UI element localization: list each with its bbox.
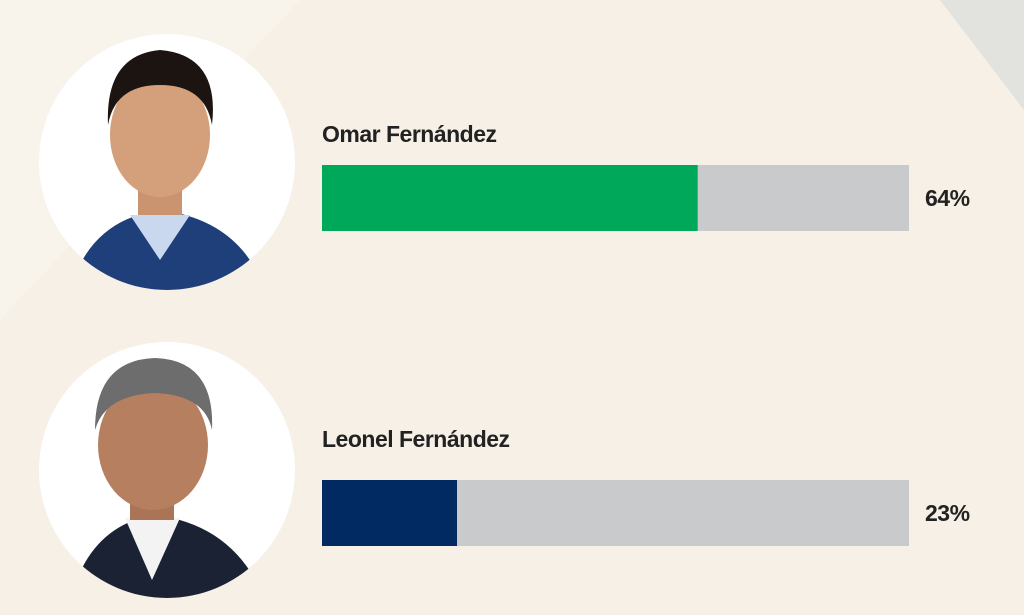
candidate-name: Leonel Fernández: [322, 426, 510, 452]
value-label: 64%: [925, 185, 970, 211]
value-label: 23%: [925, 500, 970, 526]
candidate-name: Omar Fernández: [322, 121, 497, 147]
background-corner: [940, 0, 1024, 110]
bar: [322, 165, 698, 231]
avatar: [39, 34, 295, 290]
avatar: [39, 342, 295, 598]
bar: [322, 480, 458, 546]
